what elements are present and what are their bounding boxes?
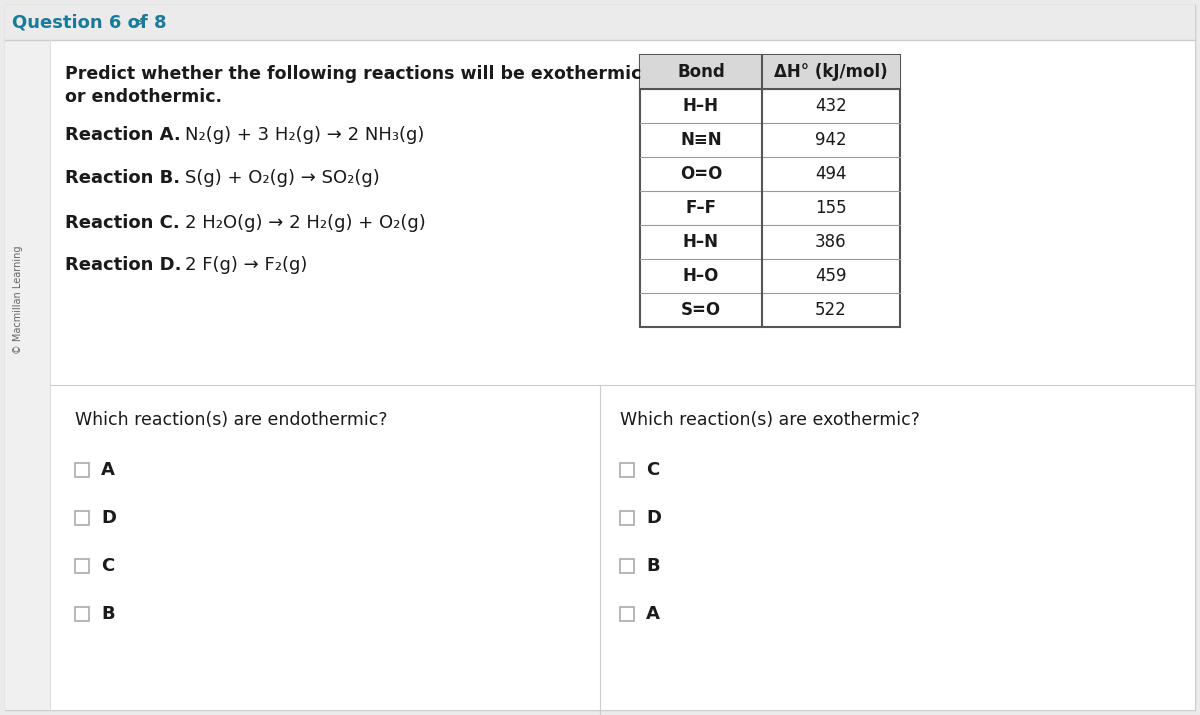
Text: 155: 155 xyxy=(815,199,847,217)
Bar xyxy=(620,463,634,477)
Text: S=O: S=O xyxy=(680,301,721,319)
Text: A: A xyxy=(101,461,115,479)
FancyBboxPatch shape xyxy=(5,40,50,710)
Text: C: C xyxy=(101,557,114,575)
Text: Reaction B.: Reaction B. xyxy=(65,169,180,187)
Text: N₂(g) + 3 H₂(g) → 2 NH₃(g): N₂(g) + 3 H₂(g) → 2 NH₃(g) xyxy=(185,126,425,144)
Bar xyxy=(620,511,634,525)
Text: 459: 459 xyxy=(815,267,847,285)
Text: Reaction D.: Reaction D. xyxy=(65,256,181,274)
Text: F–F: F–F xyxy=(685,199,716,217)
Bar xyxy=(74,511,89,525)
Text: Which reaction(s) are endothermic?: Which reaction(s) are endothermic? xyxy=(74,411,388,429)
Text: N≡N: N≡N xyxy=(680,131,722,149)
Bar xyxy=(74,607,89,621)
Text: or endothermic.: or endothermic. xyxy=(65,88,222,106)
Text: Question 6 of 8: Question 6 of 8 xyxy=(12,14,167,32)
FancyBboxPatch shape xyxy=(5,5,1195,40)
Text: D: D xyxy=(101,509,116,527)
Text: 432: 432 xyxy=(815,97,847,115)
Text: B: B xyxy=(646,557,660,575)
Text: Reaction A.: Reaction A. xyxy=(65,126,181,144)
Text: H–O: H–O xyxy=(683,267,719,285)
Text: C: C xyxy=(646,461,659,479)
Bar xyxy=(74,463,89,477)
Text: H–H: H–H xyxy=(683,97,719,115)
FancyBboxPatch shape xyxy=(5,5,1195,710)
Text: ΔH° (kJ/mol): ΔH° (kJ/mol) xyxy=(774,63,888,81)
Text: D: D xyxy=(646,509,661,527)
FancyBboxPatch shape xyxy=(640,55,900,327)
Text: H–N: H–N xyxy=(683,233,719,251)
Text: Predict whether the following reactions will be exothermic: Predict whether the following reactions … xyxy=(65,65,641,83)
Text: Reaction C.: Reaction C. xyxy=(65,214,180,232)
Text: 494: 494 xyxy=(815,165,847,183)
Text: 942: 942 xyxy=(815,131,847,149)
Text: >: > xyxy=(130,14,145,32)
Text: © Macmillan Learning: © Macmillan Learning xyxy=(13,246,23,354)
Bar xyxy=(620,607,634,621)
Text: 2 F(g) → F₂(g): 2 F(g) → F₂(g) xyxy=(185,256,307,274)
Text: Bond: Bond xyxy=(677,63,725,81)
Text: 386: 386 xyxy=(815,233,847,251)
Text: A: A xyxy=(646,605,660,623)
Bar xyxy=(620,559,634,573)
FancyBboxPatch shape xyxy=(640,55,900,89)
Text: Which reaction(s) are exothermic?: Which reaction(s) are exothermic? xyxy=(620,411,920,429)
Bar xyxy=(74,559,89,573)
Text: O=O: O=O xyxy=(680,165,722,183)
Text: 2 H₂O(g) → 2 H₂(g) + O₂(g): 2 H₂O(g) → 2 H₂(g) + O₂(g) xyxy=(185,214,426,232)
Text: B: B xyxy=(101,605,115,623)
Text: S(g) + O₂(g) → SO₂(g): S(g) + O₂(g) → SO₂(g) xyxy=(185,169,379,187)
Text: 522: 522 xyxy=(815,301,847,319)
FancyBboxPatch shape xyxy=(5,40,1195,710)
